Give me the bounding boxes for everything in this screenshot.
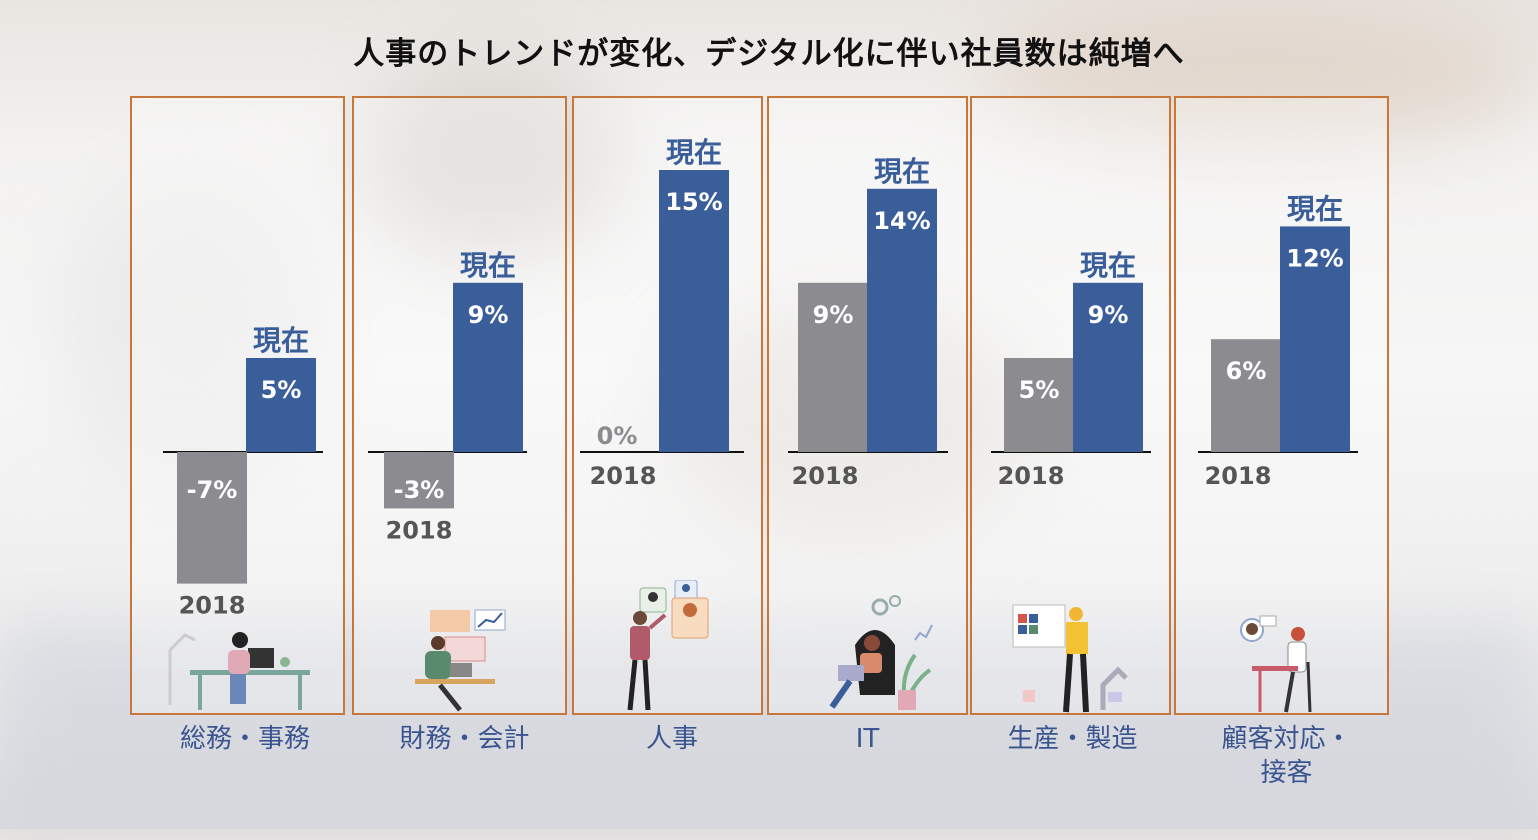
bar-2018 bbox=[177, 452, 247, 584]
value-label-current: 5% bbox=[261, 376, 302, 404]
year-label-2018: 2018 bbox=[1205, 462, 1272, 490]
accountant-with-charts-icon bbox=[415, 609, 506, 712]
bar-current bbox=[246, 358, 316, 452]
category-label-it: IT bbox=[767, 722, 968, 756]
customer-support-headset-icon bbox=[1240, 615, 1312, 713]
value-label-2018: -3% bbox=[394, 476, 445, 504]
series-label-current: 現在 bbox=[253, 324, 309, 357]
category-label-general-affairs: 総務・事務 bbox=[130, 722, 360, 756]
category-text: IT bbox=[855, 724, 880, 754]
bar-current bbox=[1073, 282, 1143, 452]
value-label-2018: 5% bbox=[1019, 376, 1060, 404]
bar-2018 bbox=[798, 282, 868, 452]
bar-current bbox=[1280, 226, 1350, 452]
value-label-2018: 6% bbox=[1226, 357, 1267, 385]
value-label-current: 12% bbox=[1286, 244, 1343, 272]
value-label-current: 9% bbox=[468, 301, 509, 329]
bar-current bbox=[867, 188, 937, 453]
bar-current bbox=[453, 282, 523, 452]
series-label-current: 現在 bbox=[1287, 192, 1343, 225]
category-text: 総務・事務 bbox=[179, 724, 310, 754]
category-text: 財務・会計 bbox=[399, 724, 530, 754]
value-label-2018: 0% bbox=[597, 422, 638, 450]
category-label-hr: 人事 bbox=[572, 722, 772, 756]
bar-current bbox=[659, 170, 729, 452]
category-label-production: 生産・製造 bbox=[970, 722, 1175, 756]
year-label-2018: 2018 bbox=[179, 592, 246, 620]
category-text: 顧客対応・ bbox=[1221, 724, 1352, 754]
value-label-2018: 9% bbox=[813, 301, 854, 329]
value-label-2018: -7% bbox=[187, 476, 238, 504]
series-label-current: 現在 bbox=[1080, 249, 1136, 282]
year-label-2018: 2018 bbox=[792, 462, 859, 490]
bar-2018 bbox=[384, 452, 454, 509]
year-label-2018: 2018 bbox=[386, 516, 453, 544]
chart-title: 人事のトレンドが変化、デジタル化に伴い社員数は純増へ bbox=[353, 36, 1185, 72]
bar-2018 bbox=[1004, 358, 1074, 452]
value-label-current: 15% bbox=[665, 188, 722, 216]
category-text: 生産・製造 bbox=[1007, 724, 1138, 754]
series-label-current: 現在 bbox=[666, 136, 722, 169]
category-label-finance: 財務・会計 bbox=[352, 722, 577, 756]
series-label-current: 現在 bbox=[460, 249, 516, 282]
year-label-2018: 2018 bbox=[590, 462, 657, 490]
it-worker-laptop-gears-icon bbox=[829, 595, 933, 710]
office-worker-at-desk-icon bbox=[168, 632, 310, 710]
year-label-2018: 2018 bbox=[998, 462, 1065, 490]
series-label-current: 現在 bbox=[874, 155, 930, 188]
category-label-customer-service: 顧客対応・ 接客 bbox=[1174, 722, 1399, 790]
value-label-current: 9% bbox=[1088, 301, 1129, 329]
bar-2018 bbox=[1211, 339, 1281, 452]
factory-worker-robot-arm-icon bbox=[1012, 604, 1128, 713]
category-text: 人事 bbox=[645, 724, 698, 754]
hr-recruiter-profiles-icon bbox=[627, 580, 709, 711]
category-text: 接客 bbox=[1260, 758, 1313, 788]
value-label-current: 14% bbox=[873, 207, 930, 235]
